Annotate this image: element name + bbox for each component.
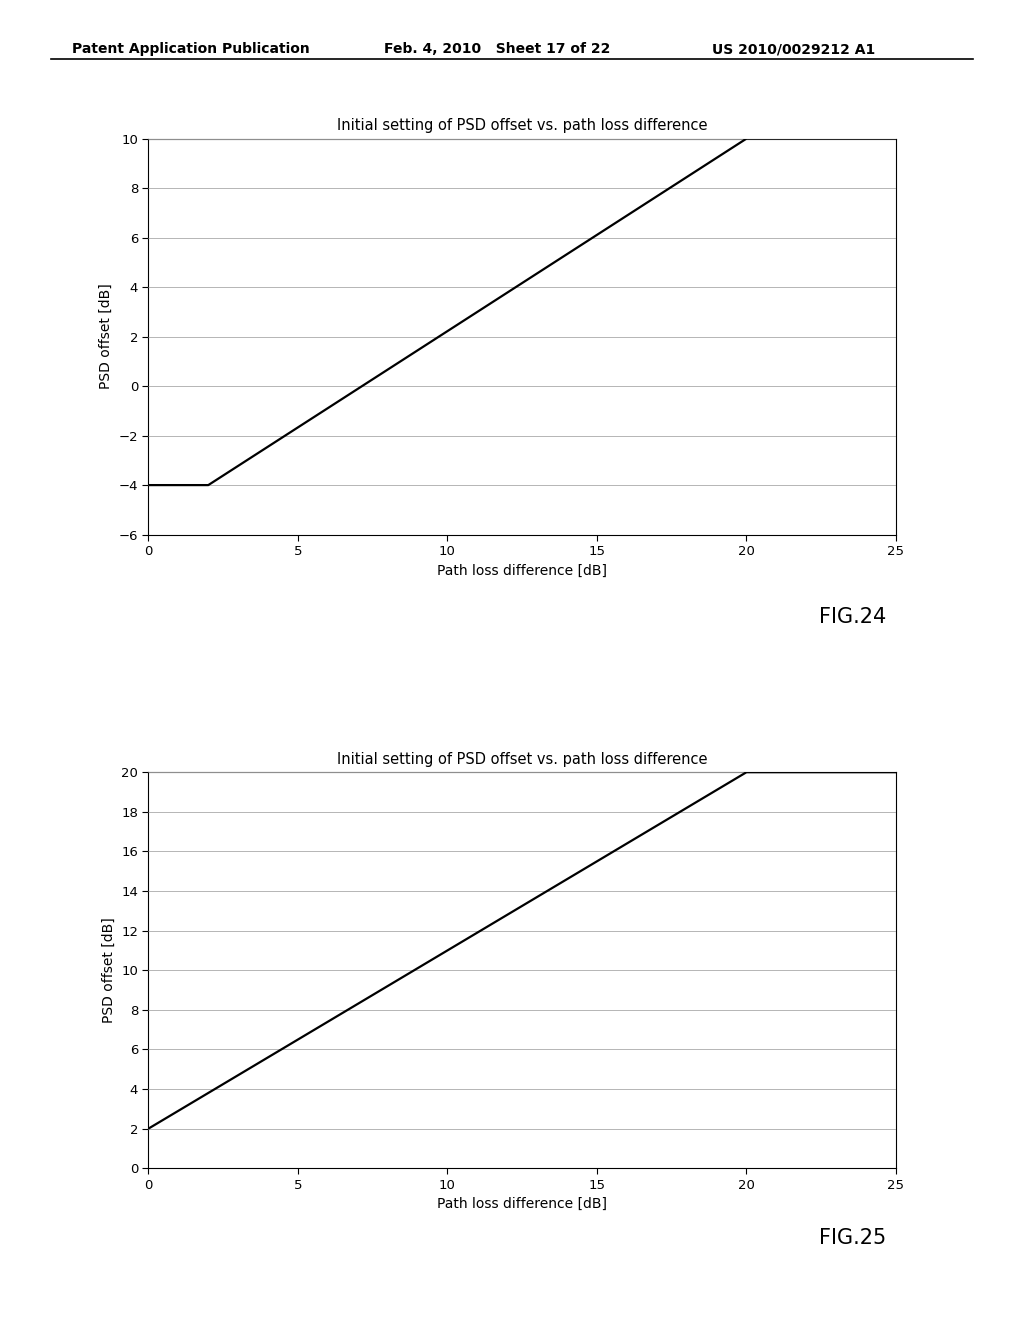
Text: FIG.24: FIG.24 — [818, 607, 886, 627]
Title: Initial setting of PSD offset vs. path loss difference: Initial setting of PSD offset vs. path l… — [337, 119, 708, 133]
Text: Feb. 4, 2010   Sheet 17 of 22: Feb. 4, 2010 Sheet 17 of 22 — [384, 42, 610, 57]
X-axis label: Path loss difference [dB]: Path loss difference [dB] — [437, 1197, 607, 1212]
Text: US 2010/0029212 A1: US 2010/0029212 A1 — [712, 42, 874, 57]
Y-axis label: PSD offset [dB]: PSD offset [dB] — [101, 917, 116, 1023]
Y-axis label: PSD offset [dB]: PSD offset [dB] — [99, 284, 113, 389]
Text: Patent Application Publication: Patent Application Publication — [72, 42, 309, 57]
Text: FIG.25: FIG.25 — [818, 1228, 886, 1247]
Title: Initial setting of PSD offset vs. path loss difference: Initial setting of PSD offset vs. path l… — [337, 752, 708, 767]
X-axis label: Path loss difference [dB]: Path loss difference [dB] — [437, 564, 607, 578]
